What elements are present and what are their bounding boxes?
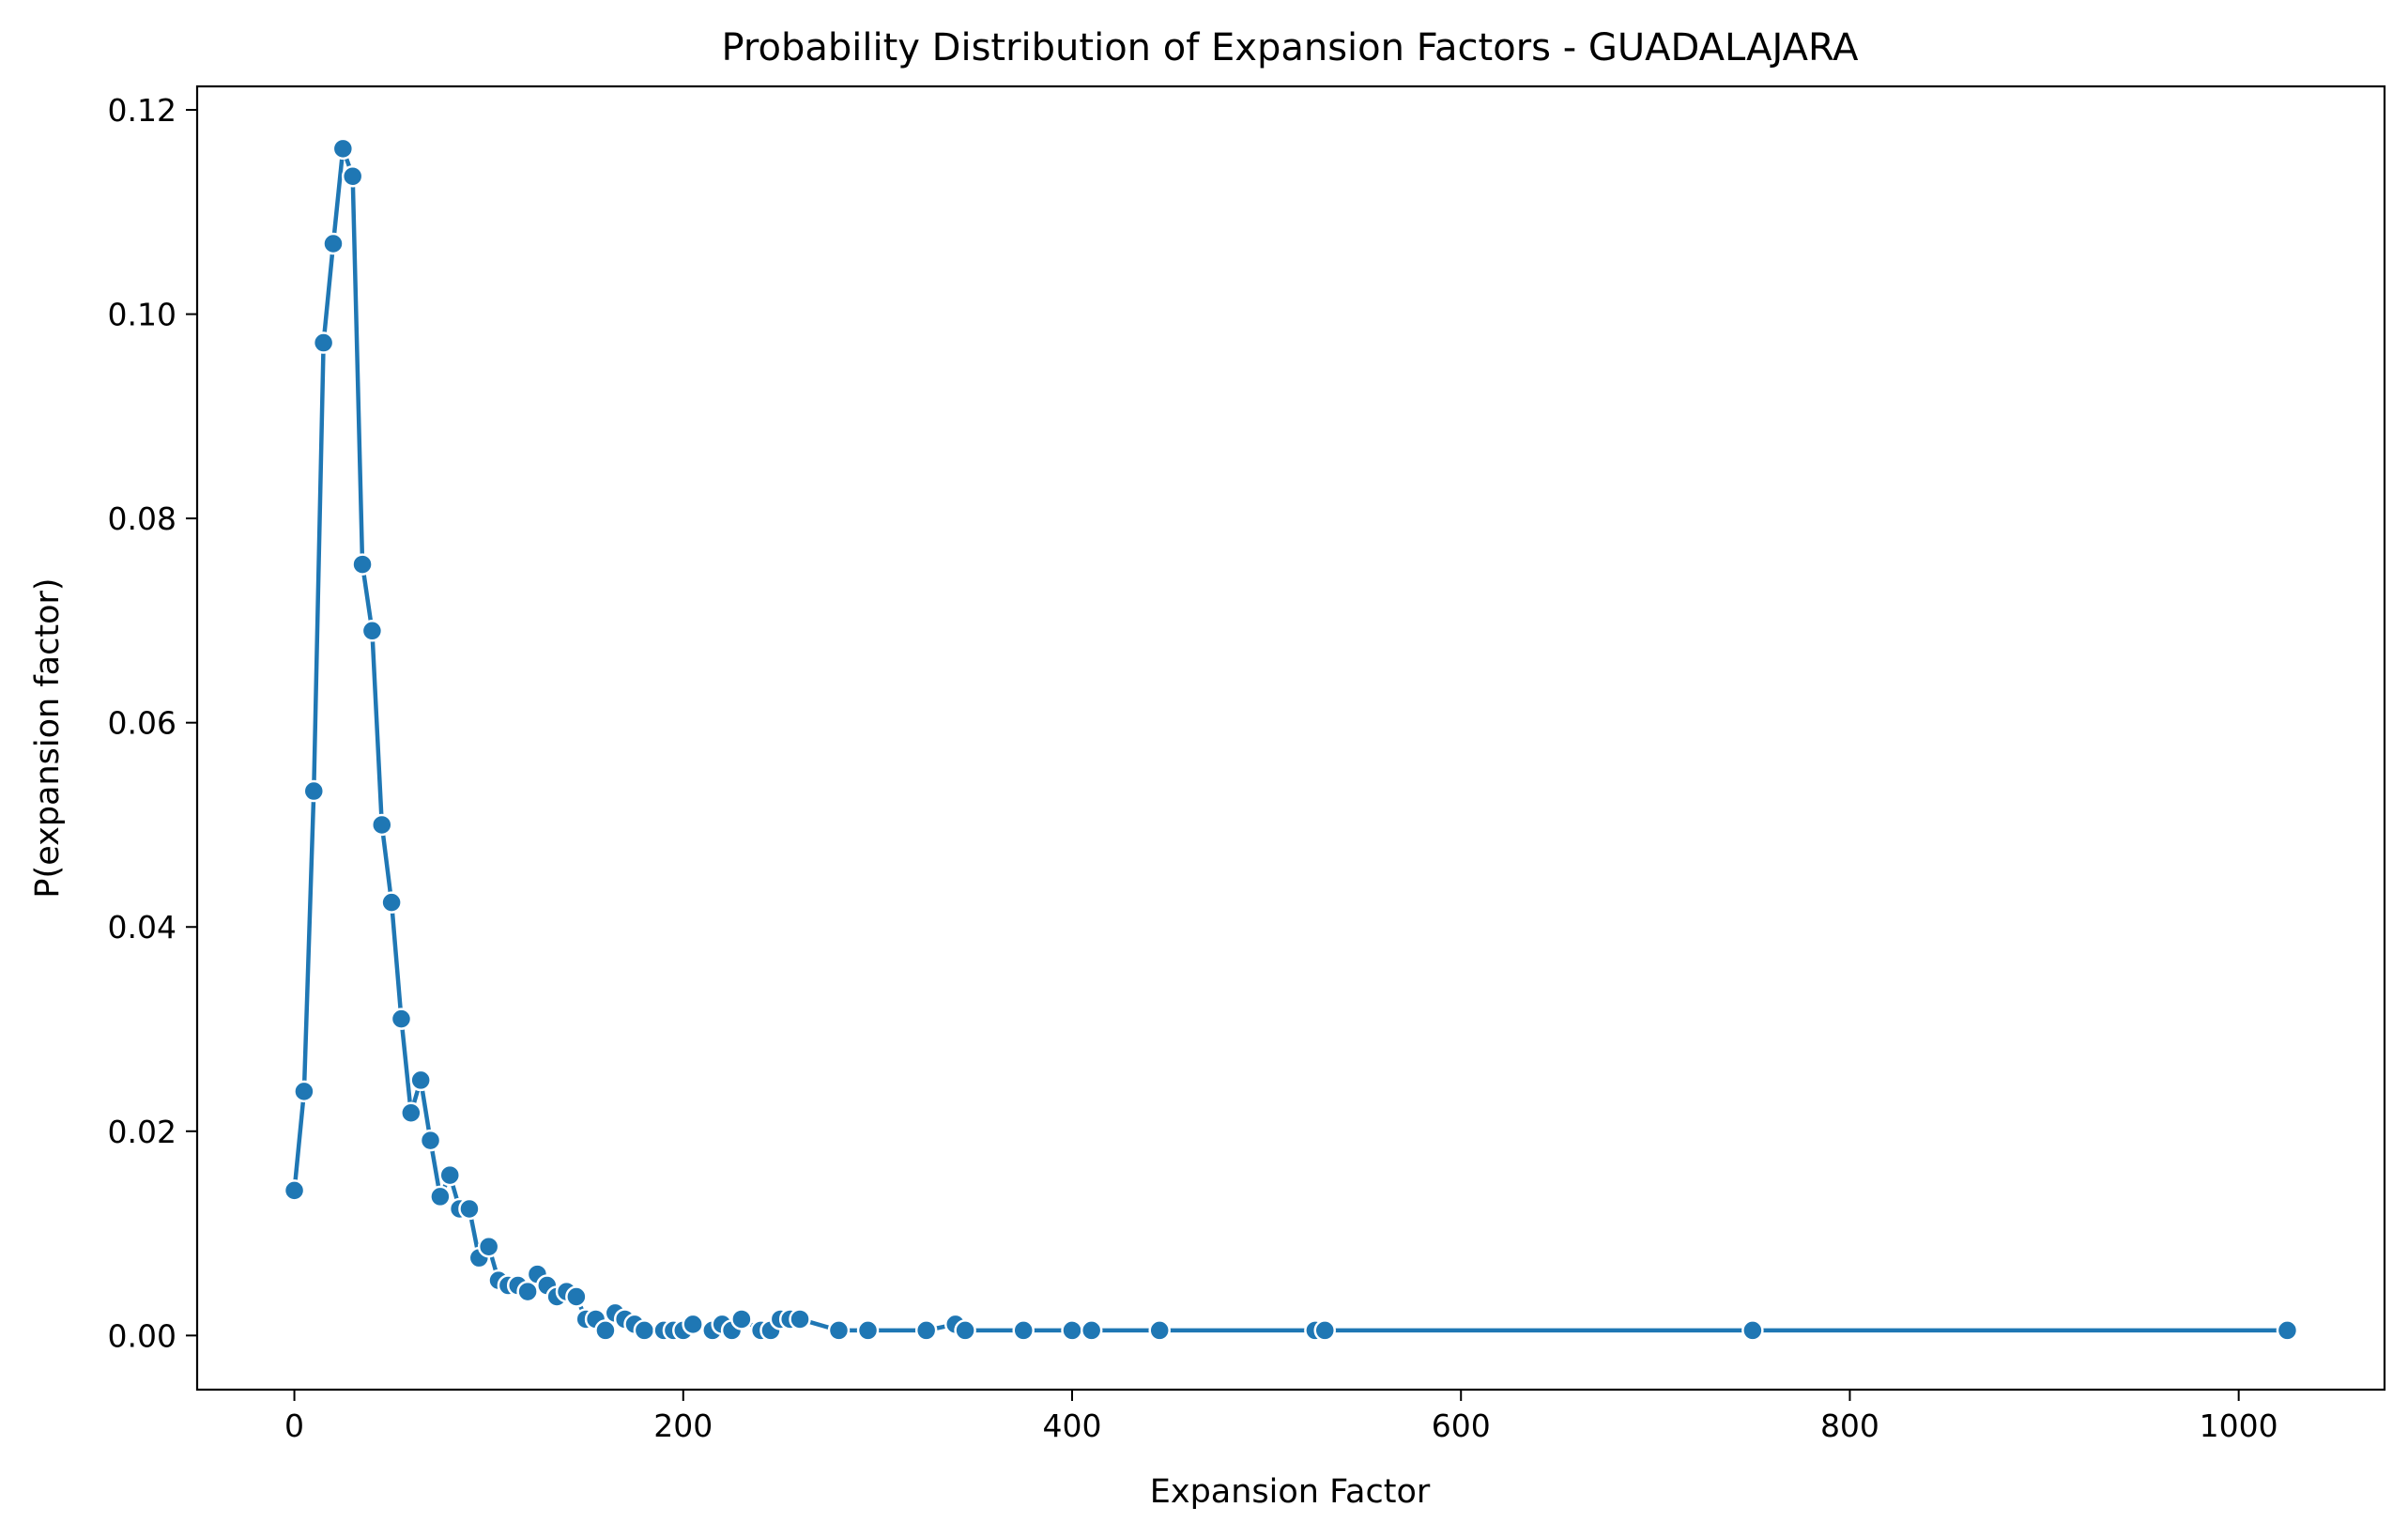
data-point — [2276, 1319, 2299, 1342]
x-tick-label: 800 — [1820, 1407, 1879, 1444]
chart-title: Probability Distribution of Expansion Fa… — [722, 26, 1860, 69]
data-point — [682, 1313, 704, 1336]
data-point — [283, 1179, 306, 1202]
data-point — [1148, 1319, 1171, 1342]
x-tick-label: 600 — [1432, 1407, 1491, 1444]
y-tick-label: 0.12 — [108, 92, 176, 129]
y-tick-label: 0.08 — [108, 500, 176, 537]
data-point — [477, 1235, 500, 1258]
data-point — [1012, 1319, 1035, 1342]
data-point — [914, 1319, 938, 1342]
data-point — [429, 1185, 452, 1208]
data-point — [827, 1319, 851, 1342]
plot-area — [283, 137, 2299, 1342]
data-point — [954, 1319, 976, 1342]
data-point — [312, 331, 335, 354]
y-tick-label: 0.00 — [108, 1317, 176, 1354]
x-axis-label: Expansion Factor — [1150, 1473, 1431, 1511]
data-point — [390, 1007, 413, 1030]
x-tick-label: 400 — [1043, 1407, 1102, 1444]
data-point — [856, 1319, 880, 1342]
data-point — [789, 1308, 811, 1330]
y-tick-label: 0.10 — [108, 297, 176, 333]
y-tick-label: 0.04 — [108, 909, 176, 946]
x-tick-label: 1000 — [2200, 1407, 2278, 1444]
data-point — [400, 1101, 422, 1124]
data-point — [633, 1319, 656, 1342]
data-point — [302, 779, 326, 803]
data-point — [1080, 1319, 1103, 1342]
data-point — [293, 1080, 315, 1103]
data-point — [419, 1129, 442, 1152]
data-point — [458, 1197, 481, 1221]
x-tick-label: 0 — [284, 1407, 304, 1444]
data-point — [1741, 1319, 1764, 1342]
plot-frame — [195, 85, 2386, 1392]
data-point — [371, 813, 393, 837]
y-axis-label: P(expansion factor) — [29, 577, 67, 898]
data-point — [1061, 1319, 1083, 1342]
data-point — [351, 553, 374, 576]
data-point — [730, 1308, 753, 1330]
data-point — [516, 1280, 539, 1303]
data-point — [409, 1069, 432, 1092]
data-point — [1313, 1319, 1336, 1342]
data-point — [341, 164, 364, 188]
x-axis: 0 200 400 600 800 1000 — [284, 1390, 2278, 1444]
data-point — [380, 891, 403, 914]
x-tick-label: 200 — [653, 1407, 713, 1444]
y-axis: 0.00 0.02 0.04 0.06 0.08 0.10 0.12 — [108, 92, 197, 1354]
data-point — [594, 1319, 617, 1342]
data-point — [438, 1163, 461, 1187]
data-point — [565, 1285, 588, 1308]
y-tick-label: 0.06 — [108, 705, 176, 742]
data-point — [360, 620, 384, 642]
y-tick-label: 0.02 — [108, 1114, 176, 1150]
data-point — [322, 232, 345, 255]
data-point — [331, 137, 355, 161]
